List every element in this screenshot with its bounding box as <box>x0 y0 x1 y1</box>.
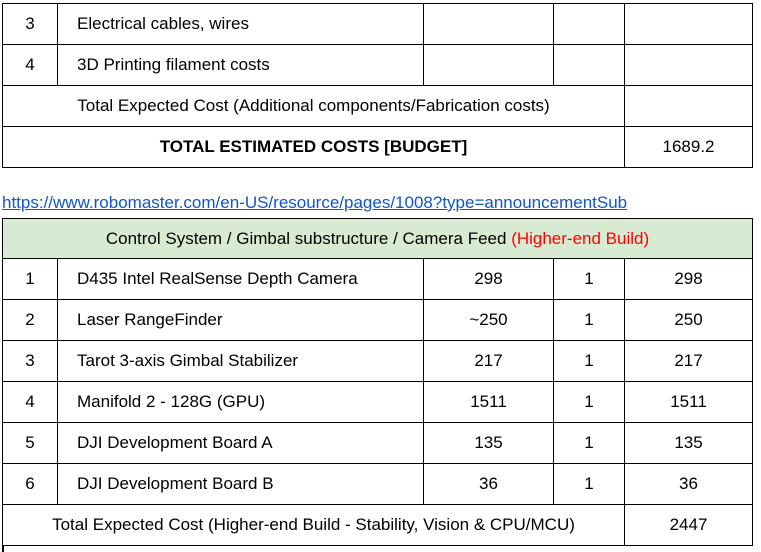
item-total <box>624 3 753 45</box>
table-row: 5 DJI Development Board A 135 1 135 <box>2 422 753 464</box>
item-number: 4 <box>2 44 58 86</box>
item-description: Manifold 2 - 128G (GPU) <box>57 381 424 423</box>
item-price: ~250 <box>423 299 554 341</box>
item-description: Tarot 3-axis Gimbal Stabilizer <box>57 340 424 382</box>
item-quantity: 1 <box>553 258 625 300</box>
table-row: 2 Laser RangeFinder ~250 1 250 <box>2 299 753 341</box>
item-description: DJI Development Board A <box>57 422 424 464</box>
item-quantity <box>553 3 625 45</box>
item-total: 250 <box>624 299 753 341</box>
total-label: Total Expected Cost (Higher-end Build - … <box>2 504 625 546</box>
subtotal-label: Total Expected Cost (Additional componen… <box>2 85 625 127</box>
item-price: 1511 <box>423 381 554 423</box>
item-quantity: 1 <box>553 422 625 464</box>
item-total <box>624 44 753 86</box>
item-number: 4 <box>2 381 58 423</box>
item-quantity <box>553 44 625 86</box>
table-row: 4 Manifold 2 - 128G (GPU) 1511 1 1511 <box>2 381 753 423</box>
item-price: 36 <box>423 463 554 505</box>
additional-costs-table: 3 Electrical cables, wires 4 3D Printing… <box>2 3 753 168</box>
table-row: 3 Electrical cables, wires <box>2 3 753 45</box>
item-number: 2 <box>2 299 58 341</box>
item-number: 1 <box>2 258 58 300</box>
grand-total-value: 1689.2 <box>624 126 753 168</box>
item-total: 298 <box>624 258 753 300</box>
table-row: 3 Tarot 3-axis Gimbal Stabilizer 217 1 2… <box>2 340 753 382</box>
section-title: Control System / Gimbal substructure / C… <box>105 228 507 248</box>
subtotal-value <box>624 85 753 127</box>
item-price <box>423 44 554 86</box>
total-row: Total Expected Cost (Higher-end Build - … <box>2 504 753 546</box>
item-quantity: 1 <box>553 299 625 341</box>
item-description: D435 Intel RealSense Depth Camera <box>57 258 424 300</box>
item-description: Electrical cables, wires <box>57 3 424 45</box>
item-number: 6 <box>2 463 58 505</box>
item-number: 3 <box>2 3 58 45</box>
item-price <box>423 3 554 45</box>
item-price: 135 <box>423 422 554 464</box>
item-description: Laser RangeFinder <box>57 299 424 341</box>
section-header: Control System / Gimbal substructure / C… <box>2 218 753 259</box>
table-border-stub <box>2 545 4 552</box>
item-price: 298 <box>423 258 554 300</box>
table-row: 6 DJI Development Board B 36 1 36 <box>2 463 753 505</box>
item-total: 1511 <box>624 381 753 423</box>
item-quantity: 1 <box>553 463 625 505</box>
item-total: 217 <box>624 340 753 382</box>
table-row: 1 D435 Intel RealSense Depth Camera 298 … <box>2 258 753 300</box>
item-quantity: 1 <box>553 340 625 382</box>
item-number: 5 <box>2 422 58 464</box>
total-value: 2447 <box>624 504 753 546</box>
item-price: 217 <box>423 340 554 382</box>
subtotal-row: Total Expected Cost (Additional componen… <box>2 85 753 127</box>
grand-total-label: TOTAL ESTIMATED COSTS [BUDGET] <box>2 126 625 168</box>
grand-total-row: TOTAL ESTIMATED COSTS [BUDGET] 1689.2 <box>2 126 753 168</box>
table-row: 4 3D Printing filament costs <box>2 44 753 86</box>
build-tier-note: (Higher-end Build) <box>511 228 650 248</box>
item-total: 135 <box>624 422 753 464</box>
control-system-table: Control System / Gimbal substructure / C… <box>2 218 753 546</box>
section-header-row: Control System / Gimbal substructure / C… <box>2 218 753 259</box>
item-total: 36 <box>624 463 753 505</box>
robomaster-link[interactable]: https://www.robomaster.com/en-US/resourc… <box>2 193 628 212</box>
item-description: 3D Printing filament costs <box>57 44 424 86</box>
item-description: DJI Development Board B <box>57 463 424 505</box>
item-number: 3 <box>2 340 58 382</box>
item-quantity: 1 <box>553 381 625 423</box>
